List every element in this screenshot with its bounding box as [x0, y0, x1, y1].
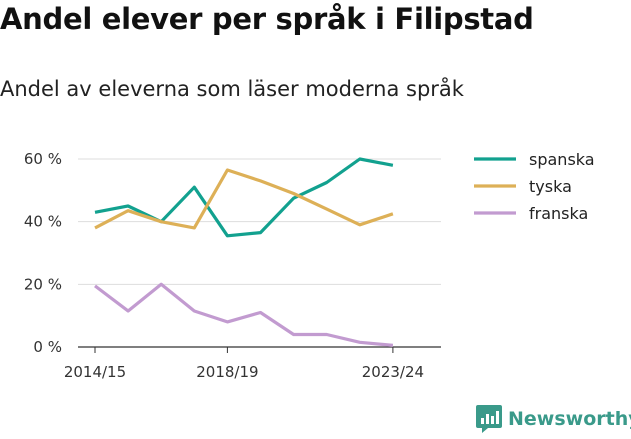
chart-subtitle: Andel av eleverna som läser moderna språ… — [0, 77, 464, 101]
series-line-franska — [94, 282, 394, 347]
legend-label-spanska: spanska — [529, 150, 595, 169]
gridlines — [78, 158, 441, 348]
y-tick-label: 60 % — [24, 150, 62, 168]
series-lines — [94, 157, 394, 347]
brand-name: Newsworthy — [508, 408, 631, 430]
series-line-spanska — [94, 157, 394, 238]
legend: spanska tyska franska — [474, 150, 595, 223]
legend-label-tyska: tyska — [529, 177, 572, 196]
newsworthy-brand: Newsworthy — [476, 405, 631, 433]
y-tick-label: 40 % — [24, 213, 62, 231]
x-tick-label: 2023/24 — [362, 363, 424, 381]
chart-title: Andel elever per språk i Filipstad — [0, 2, 534, 36]
series-line-tyska — [94, 168, 394, 230]
newsworthy-logo-icon — [476, 405, 502, 433]
legend-label-franska: franska — [529, 204, 588, 223]
x-tick-label: 2018/19 — [196, 363, 258, 381]
axes: 0 % 20 % 40 % 60 % 2014/15 2018/19 2023/24 — [24, 150, 424, 381]
y-tick-label: 0 % — [33, 338, 62, 356]
x-tick-label: 2014/15 — [64, 363, 126, 381]
y-tick-label: 20 % — [24, 275, 62, 293]
